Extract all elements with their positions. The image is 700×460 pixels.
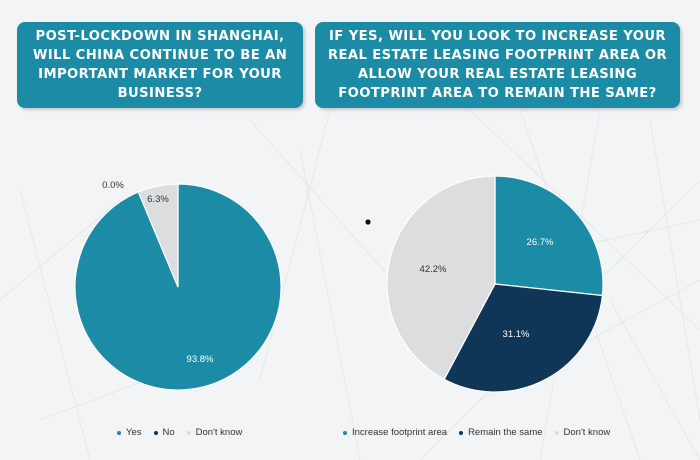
question-banner-right: If yes, will you look to increase your r… [315,22,680,108]
data-label-china-market-don-t-know: 6.3% [147,194,169,205]
legend-label-remain-the-same: Remain the same [468,427,543,438]
pie-slice-footprint-increase-footprint-area [494,175,604,297]
legend-label-don-t-know: Don't know [563,427,611,438]
legend-marker-remain-the-same [459,430,464,435]
legend-item-footprint-increase-footprint-area: Increase footprint area [343,427,447,438]
data-label-china-market-no: 0.0% [102,180,124,191]
legend-item-china-market-no: No [153,427,175,438]
pie-slice-footprint-remain-the-same [443,283,604,393]
legend-label-no: No [162,427,175,438]
pie-slice-china-market-don-t-know [137,183,179,288]
pie-slice-footprint-don-t-know [386,175,496,381]
legend-marker-don-t-know [554,430,559,435]
legend-label-yes: Yes [126,427,142,438]
question-text-right: If yes, will you look to increase your r… [327,29,668,101]
legend-marker-don-t-know [186,430,191,435]
question-text-left: Post-lockdown in Shanghai, will China co… [32,29,288,101]
legend-label-don-t-know: Don't know [195,427,243,438]
legend-item-china-market-don-t-know: Don't know [186,427,243,438]
data-label-footprint-remain-the-same: 31.1% [503,329,530,340]
legend-item-footprint-remain-the-same: Remain the same [459,427,543,438]
question-banner-left: Post-lockdown in Shanghai, will China co… [17,22,303,108]
legend-marker-no [153,430,158,435]
legend-marker-increase-footprint-area [343,430,347,435]
legend-item-china-market-yes: Yes [117,427,142,438]
legend-footprint: Increase footprint area Remain the same Do… [343,427,622,438]
data-label-china-market-yes: 93.8% [187,354,214,365]
legend-china-market: Yes No Don't know [117,427,254,438]
legend-label-increase-footprint-area: Increase footprint area [352,427,448,438]
legend-marker-yes [117,430,121,435]
data-label-footprint-increase-footprint-area: 26.7% [527,237,554,248]
data-label-footprint-don-t-know: 42.2% [420,264,447,275]
legend-item-footprint-don-t-know: Don't know [554,427,611,438]
